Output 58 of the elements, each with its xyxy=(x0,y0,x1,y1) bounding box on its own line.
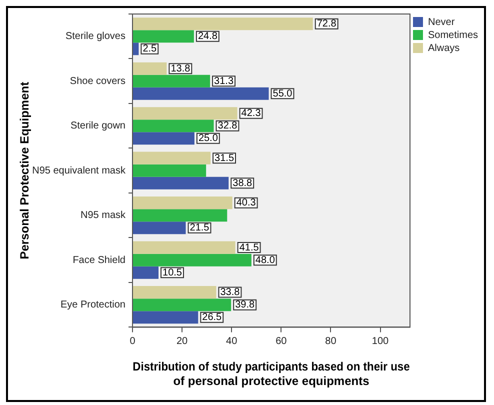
bar xyxy=(133,241,236,254)
bar xyxy=(133,266,159,279)
bar xyxy=(133,311,198,324)
data-label: 31.3 xyxy=(214,76,234,87)
bar xyxy=(133,254,252,266)
bar xyxy=(133,132,194,145)
bar xyxy=(133,196,232,210)
data-label: 72.8 xyxy=(316,18,337,30)
x-tick-label: 0 xyxy=(130,336,136,347)
x-tick-label: 60 xyxy=(276,336,288,347)
x-tick-label: 80 xyxy=(325,336,337,347)
data-label: 21.5 xyxy=(190,222,210,234)
legend-label: Never xyxy=(428,16,456,28)
y-tick-label: N95 mask xyxy=(80,210,126,222)
x-tick-label: 100 xyxy=(372,336,390,347)
data-label: 33.8 xyxy=(220,287,240,298)
data-label: 40.3 xyxy=(236,198,256,209)
bar xyxy=(133,176,229,190)
legend-label: Sometimes xyxy=(428,30,478,41)
bar xyxy=(133,298,232,312)
data-label: 32.8 xyxy=(218,120,238,132)
data-label: 38.8 xyxy=(232,178,253,189)
data-label: 41.5 xyxy=(239,242,260,254)
data-label: 42.3 xyxy=(241,108,262,120)
data-label: 48.0 xyxy=(255,254,276,266)
x-tick-label: 40 xyxy=(226,336,238,347)
data-label: 31.5 xyxy=(214,152,234,164)
bar xyxy=(133,222,186,234)
bar xyxy=(133,107,238,120)
bar xyxy=(133,209,228,222)
x-axis-title: Distribution of study participants based on their use of personal protective equipments xyxy=(132,361,410,388)
y-tick-label: Eye Protection xyxy=(60,300,126,311)
y-tick-label: Shoe covers xyxy=(70,76,126,87)
data-label: 39.8 xyxy=(235,300,256,311)
data-label: 13.8 xyxy=(170,63,191,74)
x-tick-label: 20 xyxy=(176,336,188,347)
bar xyxy=(133,18,313,30)
data-label: 2.5 xyxy=(142,44,158,55)
data-label: 55.0 xyxy=(272,88,293,100)
y-tick-label: N95 equivalent mask xyxy=(32,165,126,176)
bar xyxy=(133,164,206,177)
y-tick-label: Sterile gloves xyxy=(65,31,126,42)
data-label: 10.5 xyxy=(162,267,182,278)
legend-label: Always xyxy=(428,42,460,54)
bar xyxy=(133,152,211,164)
data-label: 25.0 xyxy=(198,133,218,144)
bar xyxy=(133,120,214,132)
data-label: 24.8 xyxy=(198,31,218,42)
bar xyxy=(133,62,167,75)
y-tick-label: Face Shield xyxy=(72,254,126,266)
bar xyxy=(133,42,139,56)
y-axis-title: Personal Protective Equipment xyxy=(18,82,32,260)
bar xyxy=(133,30,194,43)
bar xyxy=(133,87,269,100)
data-label: 26.5 xyxy=(202,312,222,324)
bar xyxy=(133,286,216,299)
y-tick-label: Sterile gown xyxy=(70,120,126,132)
bar xyxy=(133,74,210,88)
